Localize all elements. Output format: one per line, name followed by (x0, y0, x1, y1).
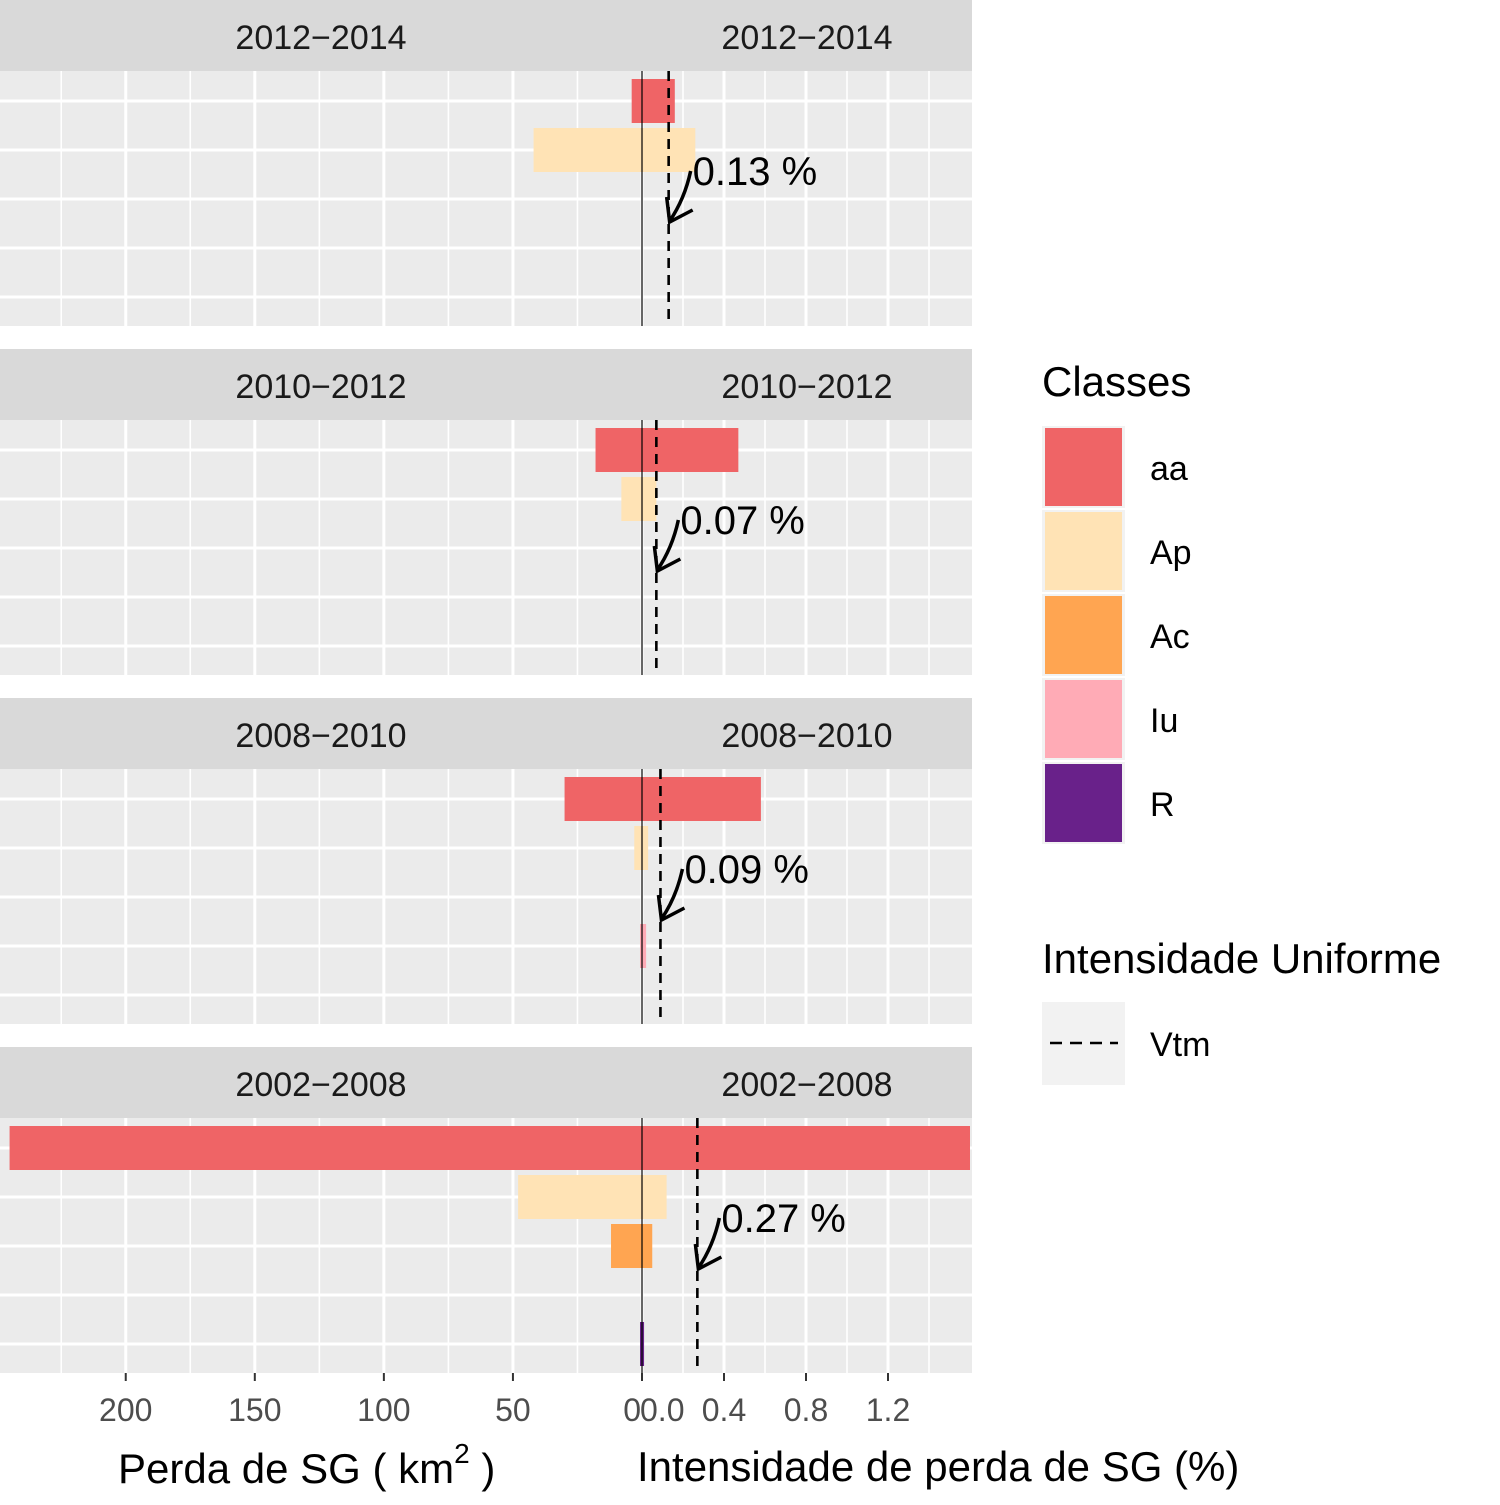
x-tick-label-left: 200 (99, 1392, 152, 1428)
legend-swatch-Iu (1045, 680, 1122, 758)
x-tick-label-left: 50 (495, 1392, 531, 1428)
bar-loss-Ap (621, 477, 642, 521)
facet-label-left: 2010−2012 (235, 368, 406, 406)
legend-swatch-Ac (1045, 596, 1122, 674)
bar-intensity-R (642, 1322, 645, 1366)
facet-label-right: 2010−2012 (721, 368, 892, 406)
bar-loss-Ap (518, 1175, 642, 1219)
bar-intensity-aa (642, 1126, 970, 1170)
annotation-arrow (668, 170, 693, 222)
facet-label-right: 2012−2014 (721, 19, 892, 57)
annotation-arrow-head (693, 1243, 723, 1272)
bar-loss-aa (595, 428, 642, 472)
annotation-arrow-head (664, 196, 694, 225)
annotation-arrow (655, 519, 681, 571)
bar-intensity-aa (642, 777, 761, 821)
x-tick-label-right: 0.4 (702, 1392, 746, 1428)
legend-swatch-R (1045, 764, 1122, 842)
facet-label-left: 2012−2014 (235, 19, 406, 57)
annotation-arrow (660, 868, 685, 920)
bar-intensity-Ap (642, 477, 657, 521)
x-axis-title-left-end: ) (470, 1445, 496, 1492)
facet-label-left: 2008−2010 (235, 717, 406, 755)
facet-strip (0, 698, 972, 769)
legend-label-Ac: Ac (1150, 618, 1190, 656)
x-tick-label-left: 100 (357, 1392, 410, 1428)
annotation-arrow-head (656, 894, 686, 923)
bar-intensity-Ap (642, 826, 649, 870)
bar-loss-R (640, 1322, 642, 1366)
bar-loss-Ac (611, 1224, 642, 1268)
annotation-label: 0.27 % (721, 1197, 846, 1241)
facet-label-right: 2002−2008 (721, 1066, 892, 1104)
legend-label-R: R (1150, 786, 1175, 824)
bar-intensity-Ap (642, 1175, 667, 1219)
legend-title: Classes (1042, 358, 1191, 405)
facet-strip (0, 0, 972, 71)
annotation-arrow-head (652, 545, 682, 574)
bar-loss-aa (9, 1126, 643, 1170)
bar-intensity-aa (642, 428, 739, 472)
bar-loss-Iu (640, 924, 642, 968)
x-axis-title-right: Intensidade de perda de SG (%) (637, 1443, 1239, 1490)
x-tick-label-left: 150 (228, 1392, 281, 1428)
annotation-label: 0.09 % (684, 848, 809, 892)
legend-label-Ap: Ap (1150, 534, 1192, 572)
bar-intensity-aa (642, 79, 675, 123)
x-tick-label-right: 0.0 (640, 1392, 684, 1428)
bar-loss-aa (564, 777, 642, 821)
bar-loss-Ap (533, 128, 642, 172)
legend-label-aa: aa (1150, 450, 1188, 488)
legend-swatch-Ap (1045, 512, 1122, 590)
bar-loss-aa (631, 79, 642, 123)
legend-line-label: Vtm (1150, 1026, 1210, 1064)
legend-label-Iu: Iu (1150, 702, 1178, 740)
bar-intensity-Ac (642, 1224, 653, 1268)
x-tick-label-left: 0 (623, 1392, 641, 1428)
bar-loss-Ap (634, 826, 642, 870)
facet-strip (0, 349, 972, 420)
x-axis-title-left-superscript: 2 (454, 1438, 470, 1469)
legend-line-title: Intensidade Uniforme (1042, 935, 1441, 982)
annotation-arrow (696, 1217, 722, 1269)
x-tick-label-right: 1.2 (866, 1392, 910, 1428)
x-axis-title-left-main: Perda de SG ( km (118, 1445, 454, 1492)
annotation-label: 0.07 % (680, 499, 805, 543)
x-tick-label-right: 0.8 (784, 1392, 828, 1428)
facet-strip (0, 1047, 972, 1118)
annotation-label: 0.13 % (693, 150, 818, 194)
facet-label-left: 2002−2008 (235, 1066, 406, 1104)
facet-label-right: 2008−2010 (721, 717, 892, 755)
bar-intensity-Iu (642, 924, 647, 968)
x-axis-title-left: Perda de SG ( km2 ) (118, 1438, 495, 1492)
legend-swatch-aa (1045, 428, 1122, 506)
